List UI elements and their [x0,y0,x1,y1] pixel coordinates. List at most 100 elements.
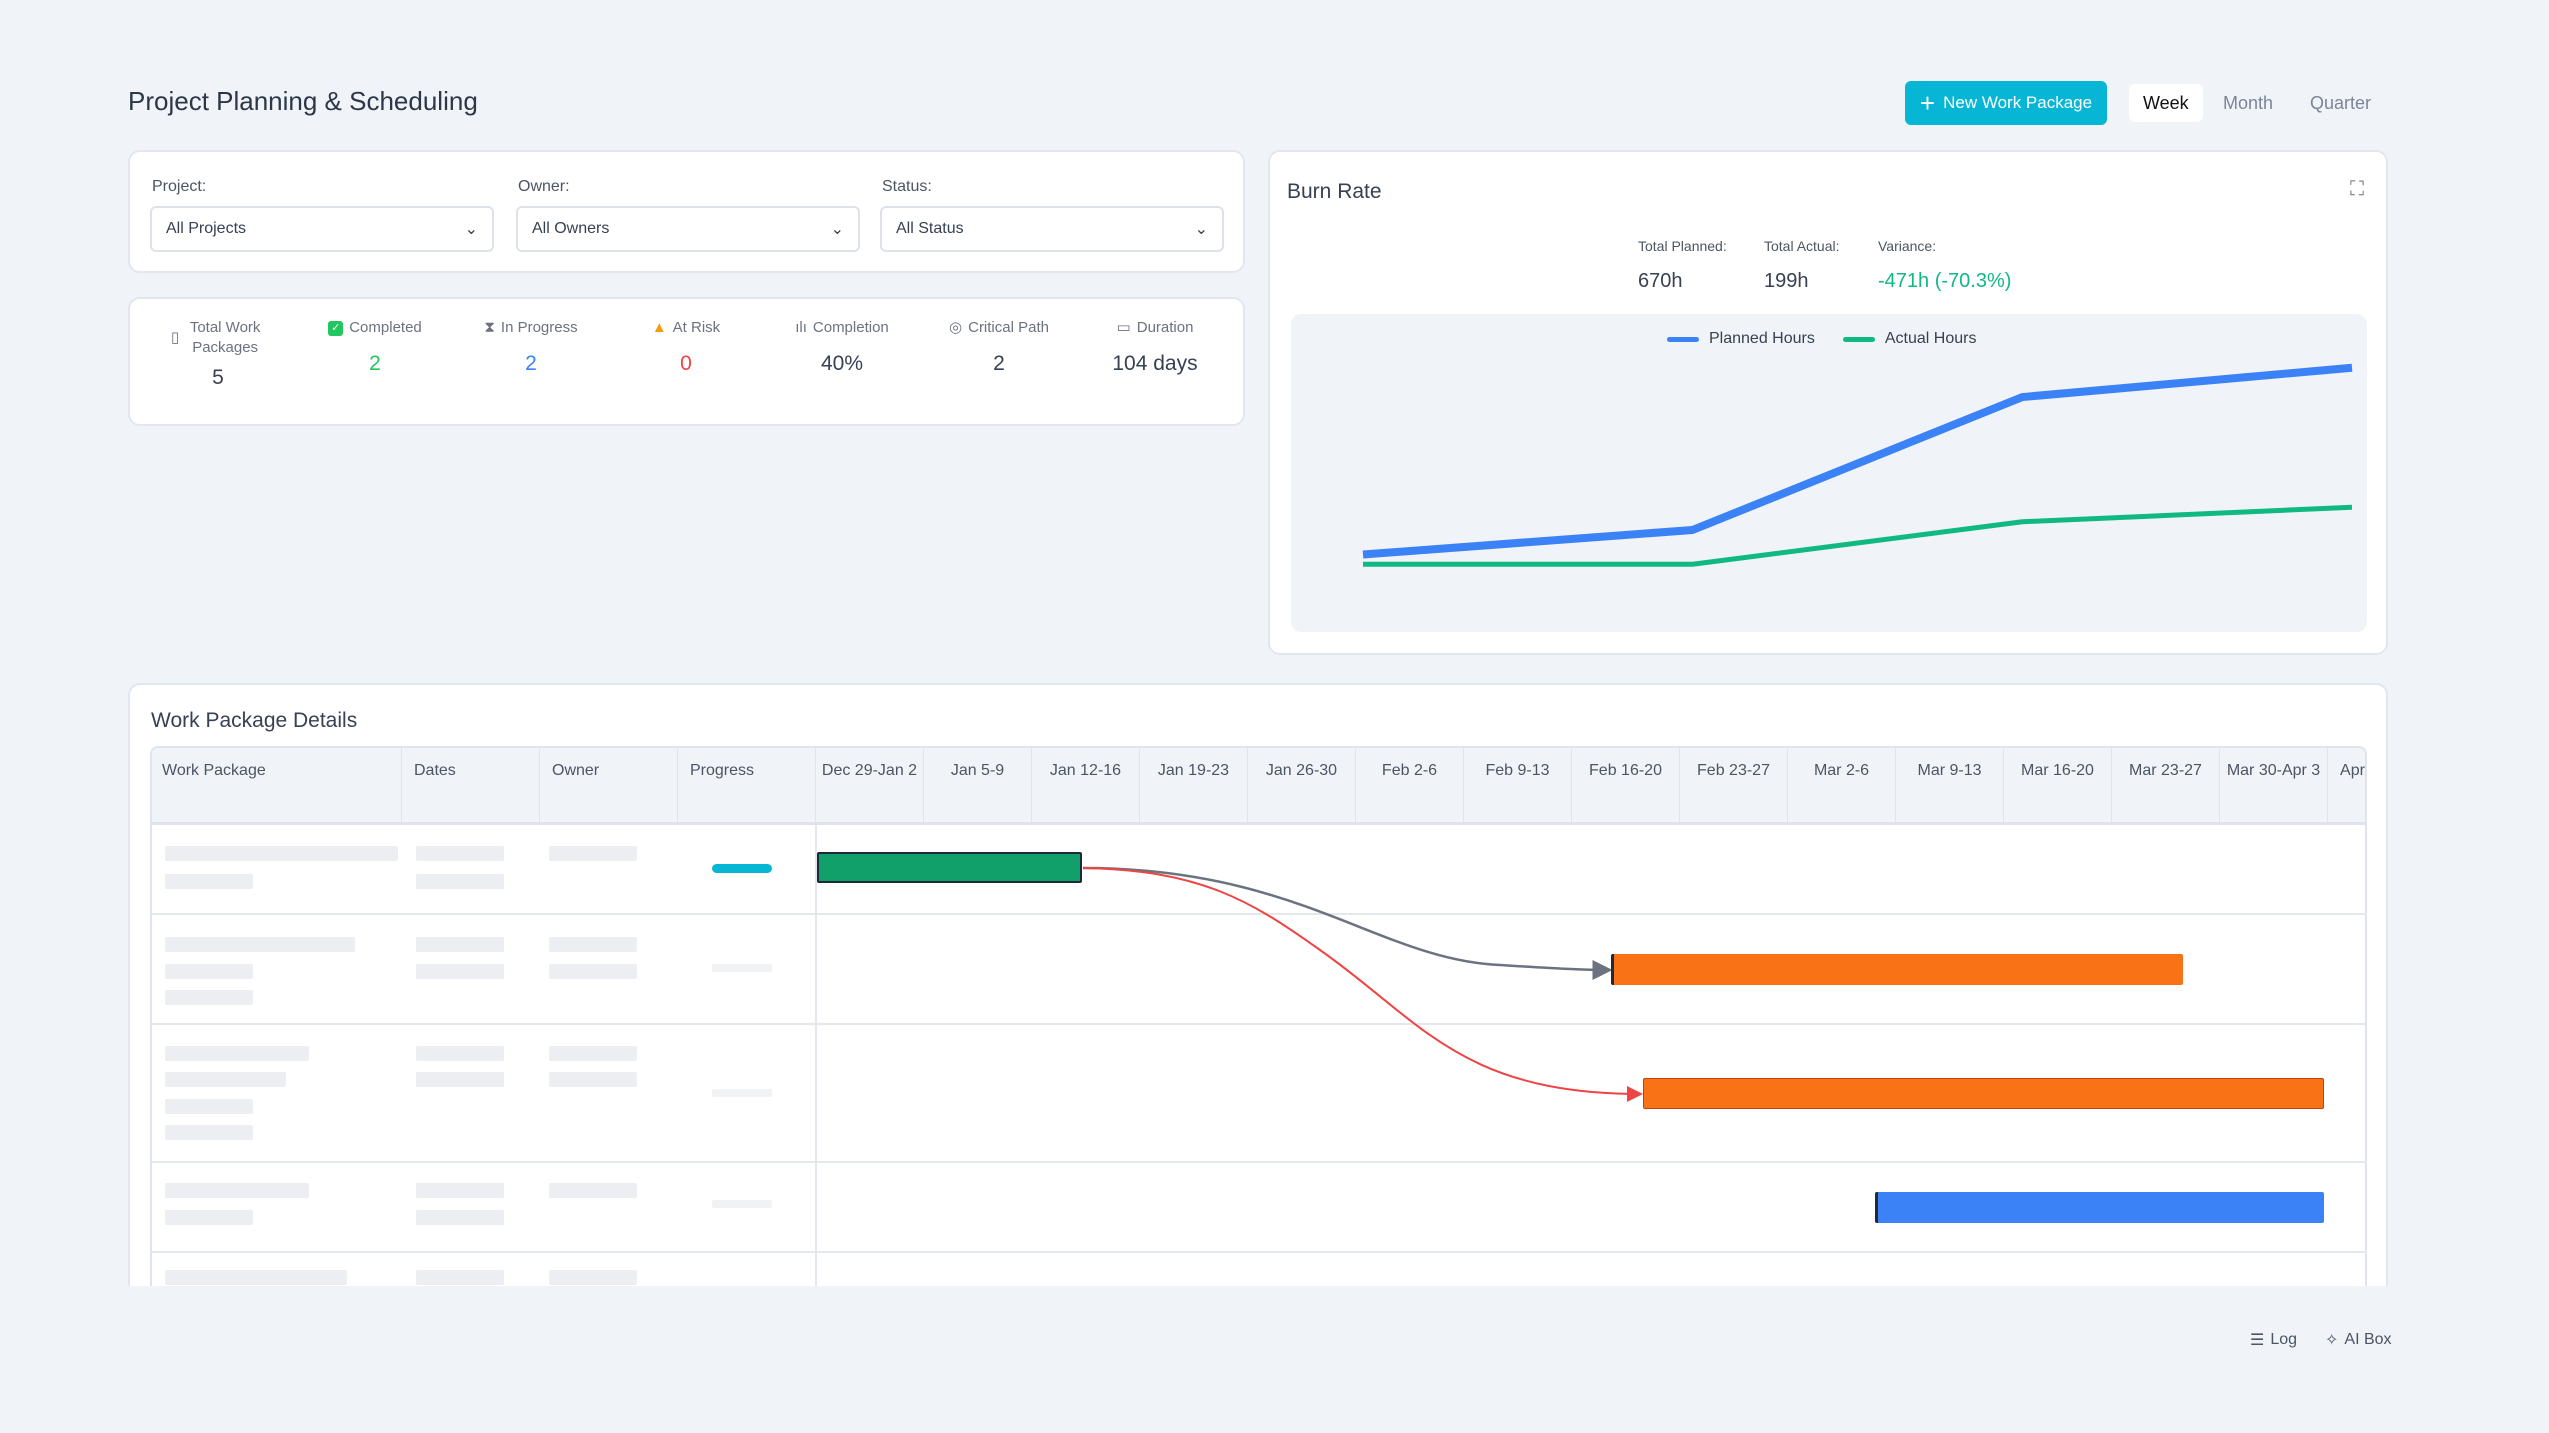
skeleton-name [165,874,253,889]
progress-bar [712,1200,772,1208]
bar-chart-icon: ılı [795,319,807,336]
sparkle-icon: ✧ [2325,1332,2339,1349]
variance-label: Variance: [1878,238,1937,254]
row-divider [150,1023,2367,1025]
skeleton-name [165,846,398,861]
gantt-header [152,748,2365,825]
column-header[interactable]: Progress [678,746,816,823]
skeleton-dates [416,1270,504,1285]
status-select[interactable]: All Status ⌄ [880,206,1224,252]
stat-at-risk: ▲ At Risk 0 [651,319,721,375]
warning-icon: ▲ [651,319,667,336]
ai-box-button[interactable]: ✧ AI Box [2325,1331,2392,1349]
progress-bar [712,864,772,873]
view-tab-quarter[interactable]: Quarter [2310,92,2372,113]
owner-select[interactable]: All Owners ⌄ [516,206,860,252]
skeleton-owner [549,846,637,861]
legend-swatch-planned [1667,336,1699,342]
expand-icon[interactable]: ⛶ [2350,178,2364,200]
week-header: Feb 9-13 [1464,746,1572,823]
column-header[interactable]: Owner [540,746,678,823]
legend-actual: Actual Hours [1842,330,1976,348]
week-header: Mar 23-27 [2112,746,2220,823]
owner-label: Owner: [518,178,570,195]
log-button[interactable]: ☰ Log [2250,1331,2298,1349]
page-title: Project Planning & Scheduling [128,86,478,116]
view-tab-month[interactable]: Month [2223,92,2274,113]
week-header: Mar 30-Apr 3 [2220,746,2328,823]
stat-completed: ✓ Completed 2 [300,318,450,376]
week-header: Jan 26-30 [1248,746,1356,823]
week-header: Mar 2-6 [1788,746,1896,823]
total-actual-label: Total Actual: [1764,238,1840,254]
project-label: Project: [152,178,207,195]
chevron-down-icon: ⌄ [830,221,844,238]
week-header: Jan 12-16 [1032,746,1140,823]
chevron-down-icon: ⌄ [1194,221,1208,238]
skeleton-name [165,1099,253,1114]
skeleton-owner [549,1270,637,1285]
legend-swatch-actual [1842,336,1875,342]
skeleton-dates [416,846,504,861]
stat-duration: ▭ Duration 104 days [1112,319,1198,375]
skeleton-owner [549,964,637,979]
plus-icon: + [1919,88,1936,118]
chart-legend: Planned Hours Actual Hours [1667,330,1976,348]
project-select[interactable]: All Projects ⌄ [150,206,494,252]
skeleton-dates [416,1210,504,1225]
skeleton-name [165,990,253,1005]
column-header[interactable]: Work Package [150,746,402,823]
calendar-icon: ▭ [1116,319,1131,336]
week-header: Jan 19-23 [1140,746,1248,823]
skeleton-owner [549,1072,637,1087]
week-header: Mar 16-20 [2004,746,2112,823]
gantt-bar[interactable] [1875,1192,2324,1223]
status-label: Status: [882,178,932,195]
variance-value: -471h (-70.3%) [1878,270,2012,292]
series-line-actual [1363,504,2353,567]
gantt-bar[interactable] [817,852,1082,883]
hourglass-icon: ⧗ [484,319,495,336]
row-divider [150,1251,2367,1253]
view-tab-week[interactable]: Week [2129,84,2203,122]
skeleton-owner [549,1046,637,1061]
gantt-bar[interactable] [1610,954,2184,985]
target-icon: ◎ [949,319,963,336]
skeleton-owner [549,937,637,952]
stat-critical-path: ◎ Critical Path 2 [949,319,1049,375]
stat-in-progress: ⧗ In Progress 2 [484,319,578,375]
burn-rate-title: Burn Rate [1287,180,1382,203]
skeleton-name [165,1270,347,1285]
list-icon: ☰ [2250,1332,2265,1349]
legend-planned: Planned Hours [1667,330,1815,348]
row-divider [150,913,2367,915]
work-package-title: Work Package Details [151,709,358,732]
skeleton-dates [416,1046,504,1061]
chart-area: Planned Hours Actual Hours [1291,314,2367,632]
owner-value: All Owners [532,220,610,237]
gantt-bar[interactable] [1643,1078,2324,1109]
check-icon: ✓ [328,320,344,336]
skeleton-owner [549,1183,637,1198]
week-header: Mar 9-13 [1896,746,2004,823]
skeleton-dates [416,1072,504,1087]
skeleton-name [165,1183,309,1198]
new-work-package-button[interactable]: + New Work Package [1905,81,2107,125]
row-divider [150,1161,2367,1163]
chevron-down-icon: ⌄ [464,221,478,238]
stats-panel [128,297,1245,426]
week-header: Dec 29-Jan 2 [816,746,924,823]
skeleton-name [165,1210,253,1225]
project-value: All Projects [166,220,247,237]
skeleton-dates [416,874,504,889]
skeleton-dates [416,1183,504,1198]
skeleton-name [165,964,253,979]
column-header[interactable]: Dates [402,746,540,823]
total-actual-value: 199h [1764,270,1809,292]
burn-rate-panel: Burn Rate ⛶ Total Planned: 670h Total Ac… [1268,150,2388,655]
skeleton-name [165,937,355,952]
stat-completion: ılı Completion 40% [795,319,889,375]
week-header: Feb 16-20 [1572,746,1680,823]
progress-bar [712,1089,772,1097]
total-planned-value: 670h [1638,270,1683,292]
